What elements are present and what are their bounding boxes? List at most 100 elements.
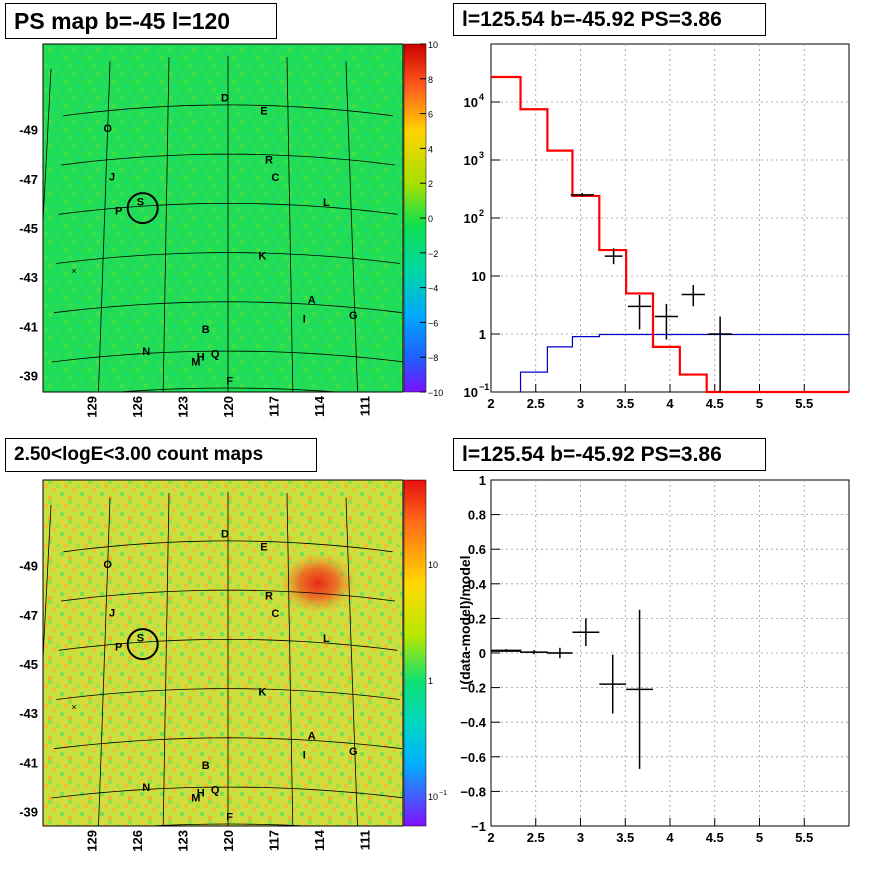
longitude-line [345,497,358,826]
longitude-line [43,68,52,229]
residual-y-tick-label: 0.2 [468,611,486,626]
roi-circle [126,628,159,661]
longitude-line [286,493,294,826]
spectrum-y-tick-label: 10 [464,153,478,168]
map-lat-tick: -47 [19,172,38,187]
map-lon-tick: 123 [175,396,190,418]
colorbar-tick-label: 10 [428,40,438,50]
source-label: F [226,812,233,824]
source-label: P [115,641,122,653]
count-colorbar-label: 10 [428,560,438,570]
colorbar-tick-label: −4 [428,284,438,294]
longitude-line [162,57,170,392]
source-label: K [258,251,266,263]
spectrum-y-tick-label: 10 [464,385,478,400]
cross-marker: × [71,266,76,276]
source-label: G [349,746,358,758]
source-label: E [260,541,267,553]
count-hotspot [280,553,356,613]
spectrum-y-tick-label: 1 [479,327,486,342]
source-label: R [265,591,273,603]
source-label: G [349,310,358,322]
map-lon-tick: 120 [221,830,236,852]
map-lat-tick: -41 [19,319,38,334]
spectrum-y-tick-exp: 4 [479,92,484,102]
residual-y-tick-label: 0.4 [468,577,487,592]
count-map-overlay: F MH Q N B I G A K P S L J CR O E D × [43,491,403,826]
residual-plot: 1 0.8 0.6 0.4 0.2 0 −0.2 −0.4 −0.6 −0.8 −12 2.5 3 3.5… [460,473,849,845]
longitude-line [43,504,52,665]
map-lat-tick: -49 [19,559,38,574]
spectrum-y-tick-label: 10 [464,211,478,226]
map-title: PS map b=-45 l=120 [5,3,277,39]
longitude-line [162,493,170,826]
map-lon-tick: 111 [358,396,373,416]
colorbar-tick-label: 4 [428,144,433,154]
spectrum-x-tick-label: 5.5 [795,396,813,411]
source-label: A [308,294,316,306]
map-lon-tick: 123 [175,830,190,852]
spectrum-x-tick-label: 3.5 [616,396,634,411]
map-lon-tick: 117 [267,396,282,417]
source-label: P [115,205,122,217]
background-model-line [519,333,850,392]
spectrum-y-tick-label: 10 [472,269,486,284]
source-label: F [226,376,233,388]
residual-title: l=125.54 b=-45.92 PS=3.86 [453,438,766,471]
map-lat-tick: -43 [19,706,38,721]
residual-y-tick-label: −0.4 [460,715,486,730]
source-label: C [271,172,279,184]
source-label: N [142,782,150,794]
spectrum-x-tick-label: 3 [577,396,584,411]
map-lon-tick: 114 [312,829,327,851]
count-colorbar-label: 10 [428,792,438,802]
colorbar-tick-label: 6 [428,110,433,120]
colorbar-tick-label: −6 [428,318,438,328]
map-lat-tick: -39 [19,805,38,820]
map-overlay: F MH Q N B I G A K P S L J CR O E D × [43,55,403,392]
source-label: J [109,608,115,620]
count-map-title: 2.50<logE<3.00 count maps [5,438,317,472]
residual-y-tick-label: −0.8 [460,784,486,799]
source-label: N [142,346,150,358]
map-lat-tick: -41 [19,755,38,770]
colorbar-tick-label: −8 [428,353,438,363]
spectrum-x-tick-label: 4 [666,396,674,411]
map-lat-tick: -39 [19,369,38,384]
source-label: D [221,93,229,105]
count-colorbar-label: 1 [428,676,433,686]
count-colorbar-label: −1 [439,790,447,797]
longitude-line [98,61,111,392]
residual-x-tick-label: 5 [756,830,763,845]
model-histogram [491,75,849,394]
map-lon-tick: 126 [130,830,145,852]
map-lat-tick: -45 [19,221,38,236]
map-lat-tick: -45 [19,657,38,672]
source-label: M [191,792,200,804]
map-lat-tick: -47 [19,608,38,623]
source-label: A [308,730,316,742]
colorbar-tick-label: 8 [428,75,433,85]
residual-y-tick-label: −0.2 [460,681,486,696]
map-image [42,43,404,393]
source-label: S [137,632,144,644]
residual-x-tick-label: 3 [577,830,584,845]
source-label: B [202,324,210,336]
spectrum-x-tick-label: 2.5 [527,396,545,411]
residual-y-tick-label: 0 [479,646,486,661]
residual-x-tick-label: 3.5 [616,830,634,845]
residual-y-tick-label: −1 [471,819,486,834]
source-label: O [103,559,112,571]
colorbar-tick-label: −10 [428,388,443,398]
source-label: K [258,687,266,699]
source-label: C [271,608,279,620]
source-label: L [323,633,330,645]
spectrum-x-tick-label: 4.5 [706,396,724,411]
longitude-line [286,57,294,392]
source-label: R [265,155,273,167]
residual-y-tick-label: −0.6 [460,750,486,765]
spectrum-y-tick-label: 10 [464,95,478,110]
source-label: H [197,787,205,799]
